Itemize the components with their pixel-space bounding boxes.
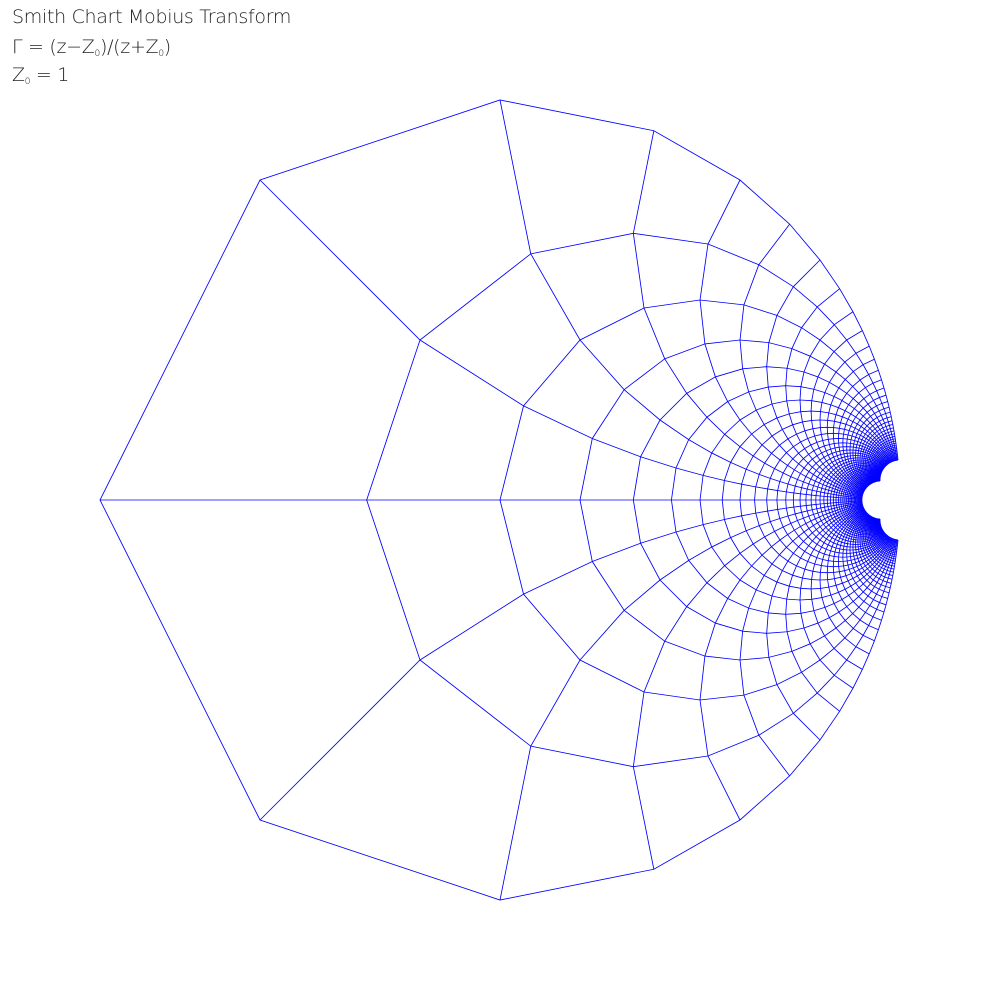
formula-part-3: ): [163, 36, 171, 58]
reactance-line: [866, 433, 895, 484]
reactance-line: [874, 449, 897, 482]
reactance-line: [866, 516, 895, 567]
reactance-line: [852, 512, 890, 594]
reactance-line: [632, 502, 863, 870]
reactance-line: [875, 518, 898, 549]
formula-subscript-2: 0: [158, 49, 164, 59]
impedance-subscript: 0: [24, 77, 31, 87]
reactance-line: [861, 514, 893, 576]
reactance-line: [499, 501, 863, 901]
reactance-line: [826, 358, 875, 492]
reactance-line: [859, 514, 893, 580]
reactance-line: [855, 513, 891, 589]
reactance-line: [699, 503, 863, 821]
formula-part-1: = (z−Z: [22, 36, 95, 58]
formula-label: Γ = (z−Z0)/(z+Z0): [12, 38, 171, 59]
reactance-line: [846, 394, 887, 489]
reactance-line: [875, 451, 898, 482]
reactance-line: [871, 517, 897, 556]
reactance-line: [842, 387, 885, 489]
reactance-line: [259, 179, 862, 500]
reactance-line: [871, 442, 897, 483]
reactance-line: [873, 448, 897, 482]
formula-part-2: )/(z+Z: [99, 36, 159, 58]
reactance-line: [871, 444, 897, 483]
impedance-label: Z0 = 1: [12, 66, 69, 87]
reactance-line: [879, 519, 899, 541]
reactance-line: [871, 517, 897, 558]
reactance-line: [785, 288, 864, 495]
reactance-line: [879, 518, 898, 542]
reactance-line: [869, 517, 896, 560]
reactance-line: [877, 456, 898, 482]
reactance-line: [852, 406, 890, 488]
reactance-line: [857, 416, 892, 486]
reactance-line: [877, 518, 898, 544]
reactance-line: [739, 504, 863, 777]
reactance-line: [699, 179, 863, 497]
reactance-line: [632, 130, 863, 498]
reactance-line: [874, 518, 897, 551]
reactance-line: [876, 452, 898, 482]
reactance-line: [863, 427, 894, 485]
reactance-line: [849, 512, 888, 599]
reactance-line: [876, 518, 898, 546]
reactance-line: [861, 424, 893, 486]
reactance-line: [877, 455, 898, 482]
reactance-line: [859, 420, 893, 486]
reactance-line: [878, 518, 898, 543]
reactance-line: [869, 440, 896, 483]
reactance-line: [259, 500, 862, 821]
reactance-line: [872, 446, 897, 483]
reactance-line: [868, 438, 896, 484]
formula-subscript-1: 0: [94, 49, 101, 59]
reactance-line: [499, 99, 863, 499]
reactance-line: [819, 508, 870, 655]
chart-title: Smith Chart Mobius Transform: [12, 6, 292, 28]
reactance-line: [864, 515, 895, 570]
reactance-line: [878, 457, 898, 482]
reactance-line: [846, 511, 887, 606]
reactance-line: [799, 311, 864, 494]
gamma-symbol: Γ: [12, 36, 23, 58]
reactance-line: [838, 510, 882, 621]
reactance-line: [876, 454, 898, 482]
impedance-value: = 1: [30, 64, 70, 86]
reactance-line: [873, 518, 897, 552]
reactance-line: [810, 507, 864, 670]
reactance-line: [810, 330, 864, 493]
reactance-line: [826, 508, 875, 642]
reactance-line: [832, 509, 879, 631]
reactance-line: [863, 515, 894, 573]
reactance-line: [879, 458, 898, 482]
reactance-line: [872, 517, 897, 554]
reactance-line: [855, 411, 891, 487]
reactance-line: [868, 516, 896, 562]
impedance-symbol: Z: [12, 64, 25, 86]
mobius-grid: [99, 99, 899, 901]
reactance-line: [849, 401, 888, 488]
reactance-line: [799, 506, 864, 689]
reactance-line: [819, 345, 870, 492]
reactance-line: [864, 430, 895, 485]
reactance-line: [879, 459, 899, 481]
reactance-line: [877, 518, 898, 545]
reactance-line: [867, 435, 895, 484]
reactance-line: [842, 511, 885, 613]
reactance-line: [857, 514, 892, 584]
reactance-line: [785, 505, 864, 712]
reactance-line: [876, 518, 898, 548]
reactance-line: [832, 369, 879, 491]
reactance-line: [766, 504, 863, 741]
reactance-line: [838, 379, 882, 490]
reactance-line: [766, 259, 863, 496]
reactance-line: [867, 516, 895, 565]
reactance-line: [739, 223, 863, 496]
